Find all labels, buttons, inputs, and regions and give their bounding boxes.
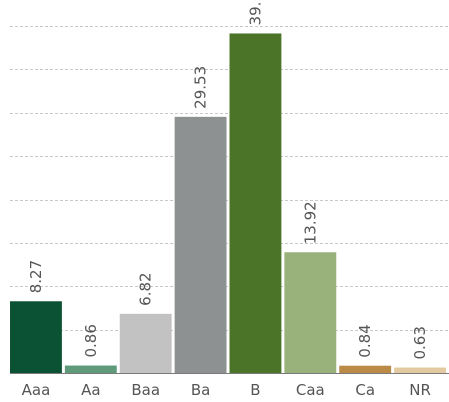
value-label-ba: 29.53 bbox=[192, 66, 210, 109]
x-tick-label-nr: NR bbox=[409, 381, 431, 399]
category-ticks-layer: Aaa Aa Baa Ba B Caa Ca NR bbox=[22, 381, 431, 399]
value-label-ca: 0.84 bbox=[356, 324, 374, 357]
x-tick-label-baa: Baa bbox=[131, 381, 160, 399]
x-tick-label-aaa: Aaa bbox=[22, 381, 51, 399]
bar-caa bbox=[284, 252, 337, 373]
value-labels-layer: 8.27 0.86 6.82 29.53 39.14 13.92 0.84 0.63 bbox=[27, 0, 429, 360]
bar-ca bbox=[339, 365, 392, 373]
bar-ba bbox=[174, 116, 227, 373]
x-tick-label-caa: Caa bbox=[296, 381, 325, 399]
bar-aaa bbox=[10, 301, 62, 373]
x-tick-label-aa: Aa bbox=[81, 381, 100, 399]
x-tick-label-ca: Ca bbox=[355, 381, 375, 399]
value-label-baa: 6.82 bbox=[137, 272, 155, 305]
x-tick-label-b: B bbox=[250, 381, 260, 399]
value-label-nr: 0.63 bbox=[411, 326, 429, 359]
bar-b bbox=[229, 33, 282, 374]
x-tick-label-ba: Ba bbox=[191, 381, 210, 399]
bar-aa bbox=[64, 365, 117, 373]
bar-nr bbox=[394, 367, 447, 373]
value-label-aa: 0.86 bbox=[82, 324, 100, 357]
bars-layer bbox=[10, 33, 447, 374]
value-label-aaa: 8.27 bbox=[27, 260, 45, 293]
bar-baa bbox=[119, 313, 172, 373]
value-label-b: 39.14 bbox=[246, 0, 264, 25]
value-label-caa: 13.92 bbox=[301, 201, 319, 244]
grid-layer bbox=[10, 26, 449, 374]
